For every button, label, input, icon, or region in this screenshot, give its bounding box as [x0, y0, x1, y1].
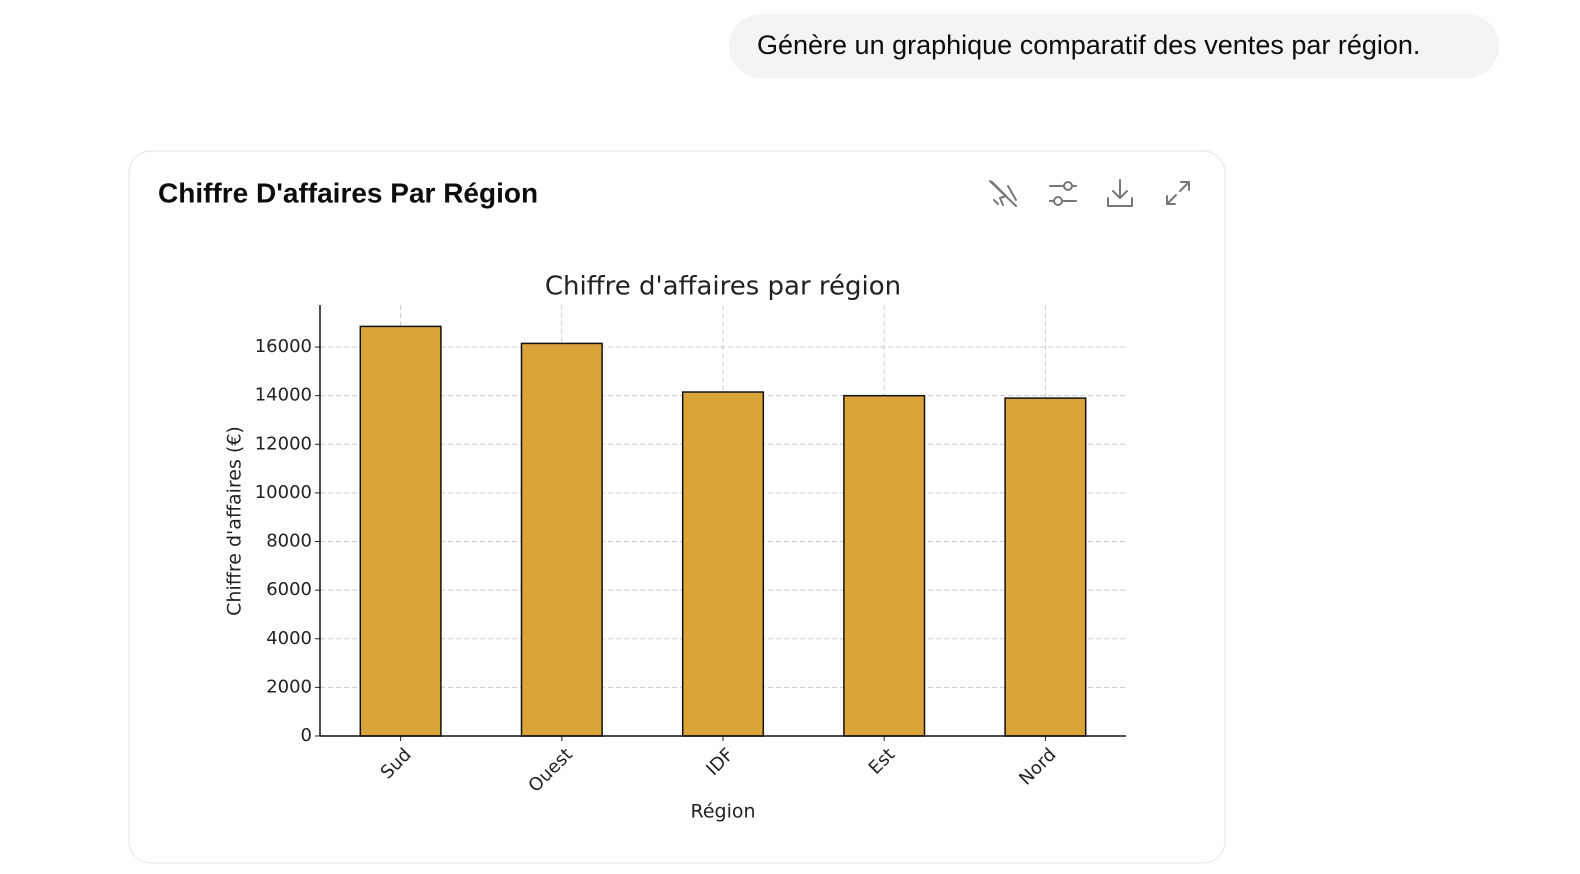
y-tick-label: 14000	[255, 385, 312, 406]
y-tick-label: 4000	[266, 628, 312, 649]
y-tick-label: 2000	[266, 676, 312, 697]
bar	[359, 325, 442, 737]
y-tick-label: 8000	[266, 531, 312, 552]
bar	[1004, 397, 1087, 737]
y-tick-label: 10000	[255, 482, 312, 503]
bar	[520, 342, 603, 737]
bar	[681, 391, 765, 737]
y-tick-label: 16000	[255, 336, 312, 357]
interactive-toggle-icon[interactable]	[989, 180, 1017, 207]
expand-icon[interactable]	[1166, 181, 1190, 205]
card-title: Chiffre D'affaires Par Région	[158, 177, 538, 208]
customize-icon[interactable]	[1049, 181, 1077, 206]
message-bubble	[729, 14, 1499, 78]
y-tick-label: 12000	[255, 433, 312, 454]
bar	[843, 394, 926, 737]
chart-title: Chiffre d'affaires par région	[545, 272, 901, 302]
download-icon[interactable]	[1107, 179, 1133, 207]
x-axis-label: Région	[690, 801, 755, 823]
y-tick-label: 6000	[266, 579, 312, 600]
user-message: Génère un graphique comparatif des vente…	[757, 30, 1420, 60]
y-axis-label: Chiffre d'affaires (€)	[224, 426, 246, 616]
y-tick-label: 0	[301, 725, 312, 746]
